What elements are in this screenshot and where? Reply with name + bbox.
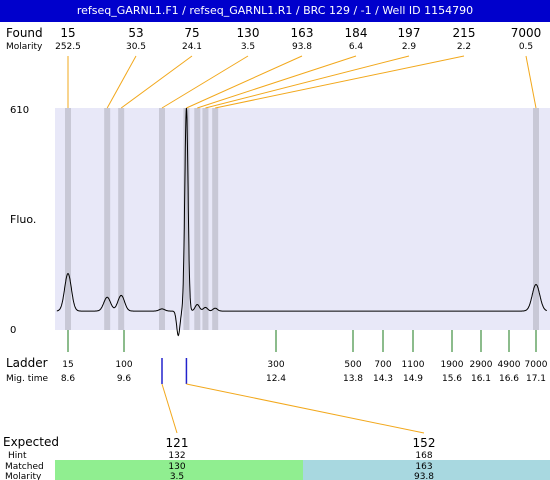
found-size-15: 15: [60, 26, 75, 40]
found-size-75: 75: [184, 26, 199, 40]
expected-connector-121: [161, 383, 178, 434]
found-molarity-163: 93.8: [292, 42, 312, 52]
found-connector-184: [197, 55, 357, 109]
ladder-size-500: 500: [344, 360, 361, 370]
ladder-label: Ladder: [6, 356, 48, 370]
title-bar: refseq_GARNL1.F1 / refseq_GARNL1.R1 / BR…: [0, 0, 550, 22]
peak-band-7000: [533, 108, 539, 330]
ladder-size-7000: 7000: [525, 360, 548, 370]
ladder-size-100: 100: [115, 360, 132, 370]
expected-connector-152: [186, 383, 425, 434]
ladder-time-500: 13.8: [343, 374, 363, 384]
found-size-53: 53: [128, 26, 143, 40]
matched-value-121: 130: [168, 462, 185, 472]
plot-area: [55, 108, 550, 330]
found-connector-7000: [525, 55, 537, 109]
ladder-time-15: 8.6: [61, 374, 76, 384]
peak-band-53: [104, 108, 111, 330]
found-molarity-15: 252.5: [55, 42, 81, 52]
ladder-size-1100: 1100: [402, 360, 425, 370]
found-connector-130: [161, 55, 249, 109]
found-molarity-130: 3.5: [241, 42, 255, 52]
matched-cell-1: [55, 460, 303, 480]
matched-cell-2: [303, 460, 550, 480]
ladder-time-4900: 16.6: [499, 374, 519, 384]
found-molarity-197: 2.9: [402, 42, 417, 52]
fluorescence-trace: [56, 107, 547, 337]
found-size-163: 163: [291, 26, 314, 40]
y-axis-label: Fluo.: [10, 213, 36, 226]
peak-band-197: [202, 108, 209, 330]
peak-band-15: [65, 108, 71, 330]
found-molarity-53: 30.5: [126, 42, 146, 52]
found-connector-53: [106, 55, 137, 109]
found-connector-75: [120, 55, 193, 109]
ladder-size-15: 15: [62, 360, 73, 370]
molarity-bottom-label: Molarity: [5, 472, 42, 480]
expected-size-121: 121: [166, 436, 189, 450]
found-connector-163: [186, 55, 303, 109]
matched-value-152: 163: [415, 462, 432, 472]
found-molarity-215: 2.2: [457, 42, 471, 52]
hint-value-152: 168: [415, 451, 432, 461]
ladder-size-2900: 2900: [470, 360, 493, 370]
ladder-time-7000: 17.1: [526, 374, 546, 384]
peak-band-184: [194, 108, 201, 330]
peak-band-130: [159, 108, 165, 330]
molarity-label: Molarity: [6, 42, 43, 52]
expected-label: Expected: [3, 435, 59, 449]
found-size-197: 197: [398, 26, 421, 40]
ladder-time-1900: 15.6: [442, 374, 462, 384]
peak-band-75: [118, 108, 125, 330]
ladder-time-300: 12.4: [266, 374, 286, 384]
matched-molarity-121: 3.5: [170, 472, 184, 480]
found-molarity-7000: 0.5: [519, 42, 533, 52]
found-size-130: 130: [237, 26, 260, 40]
peak-band-163: [183, 108, 190, 330]
ytick-max: 610: [10, 105, 29, 116]
ladder-time-100: 9.6: [117, 374, 132, 384]
window-title: refseq_GARNL1.F1 / refseq_GARNL1.R1 / BR…: [76, 4, 474, 17]
ladder-time-2900: 16.1: [471, 374, 491, 384]
found-size-184: 184: [345, 26, 368, 40]
ladder-time-700: 14.3: [373, 374, 393, 384]
ladder-size-4900: 4900: [498, 360, 521, 370]
mig-time-label: Mig. time: [6, 374, 48, 384]
found-size-215: 215: [453, 26, 476, 40]
ladder-size-300: 300: [267, 360, 284, 370]
found-connector-215: [215, 55, 465, 109]
found-connector-197: [205, 55, 410, 109]
ladder-time-1100: 14.9: [403, 374, 423, 384]
ladder-size-1900: 1900: [441, 360, 464, 370]
found-molarity-184: 6.4: [349, 42, 364, 52]
found-size-7000: 7000: [511, 26, 542, 40]
hint-label: Hint: [8, 451, 27, 461]
found-label: Found: [6, 26, 43, 40]
found-molarity-75: 24.1: [182, 42, 202, 52]
ladder-size-700: 700: [374, 360, 391, 370]
expected-size-152: 152: [413, 436, 436, 450]
peak-band-215: [212, 108, 219, 330]
hint-value-121: 132: [168, 451, 185, 461]
matched-molarity-152: 93.8: [414, 472, 434, 480]
matched-label: Matched: [5, 462, 44, 472]
ytick-min: 0: [10, 325, 16, 336]
